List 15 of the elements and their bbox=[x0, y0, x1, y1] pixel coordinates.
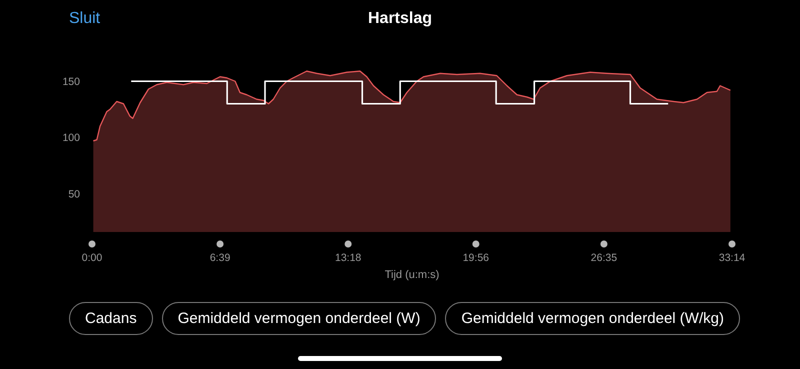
y-tick-label: 100 bbox=[62, 132, 80, 144]
y-tick-label: 50 bbox=[68, 188, 80, 200]
text: Sluit bbox=[69, 10, 100, 28]
x-tick-label: 13:18 bbox=[334, 252, 362, 264]
x-tick-label: 33:14 bbox=[718, 252, 746, 264]
text: Gemiddeld vermogen onderdeel (W/kg) bbox=[445, 302, 740, 335]
text: Cadans bbox=[69, 302, 153, 335]
x-axis-title: Tijd (u:m:s) bbox=[384, 269, 440, 281]
y-tick-label: 150 bbox=[62, 76, 80, 88]
x-tick-label: 6:39 bbox=[210, 252, 230, 264]
chart-title: Hartslag bbox=[368, 10, 432, 27]
text: Gemiddeld vermogen onderdeel (W) bbox=[162, 302, 436, 335]
x-tick-label: 19:56 bbox=[462, 252, 490, 264]
x-tick-label: 0:00 bbox=[82, 252, 102, 264]
x-tick-label: 26:35 bbox=[590, 252, 618, 264]
